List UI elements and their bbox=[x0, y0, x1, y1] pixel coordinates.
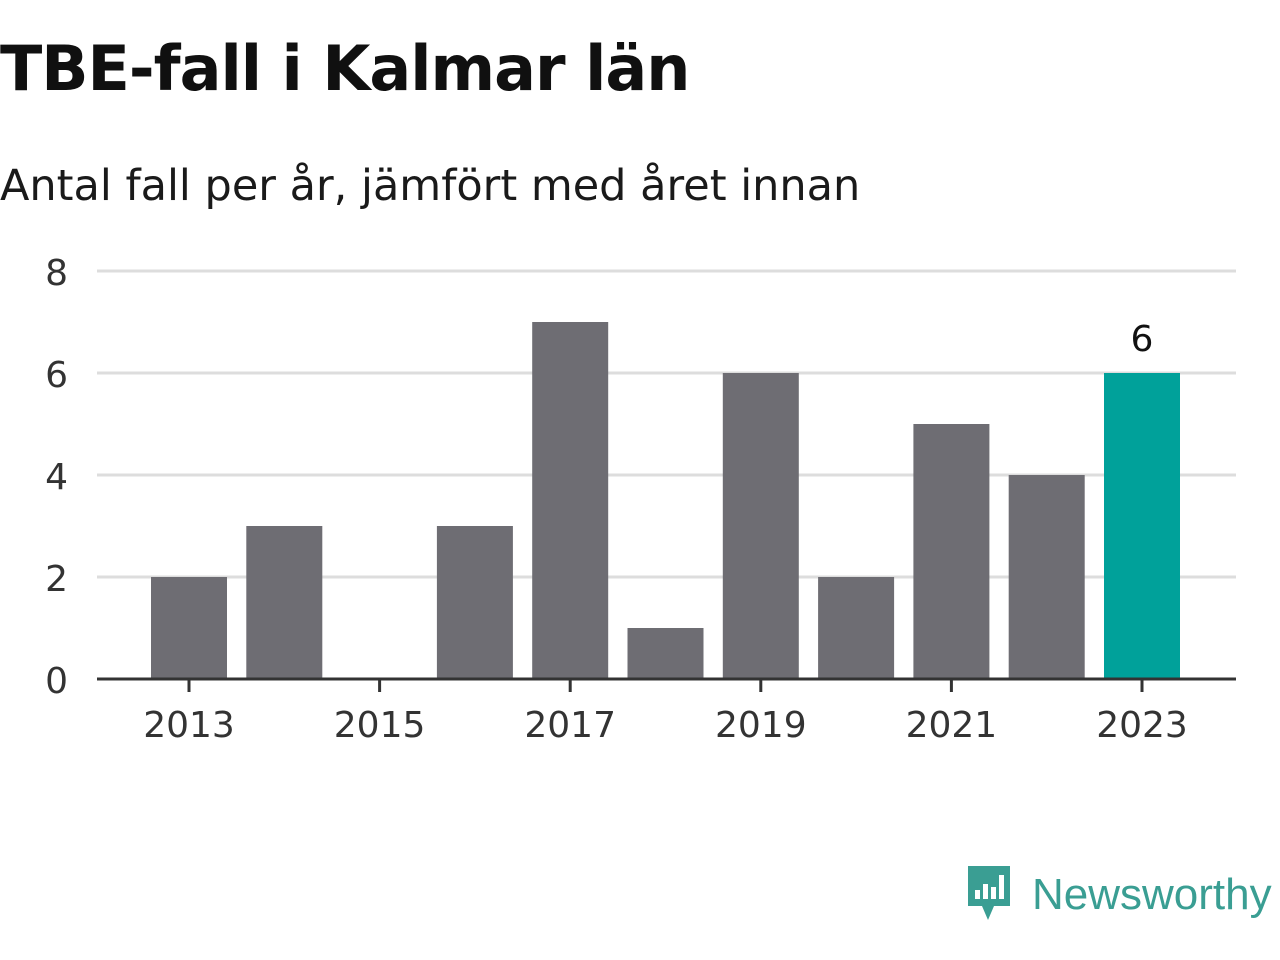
bars bbox=[151, 322, 1180, 679]
y-tick-label: 8 bbox=[45, 253, 68, 294]
x-tick-label: 2015 bbox=[334, 705, 426, 746]
bar-2017 bbox=[532, 322, 609, 679]
y-tick-label: 0 bbox=[45, 661, 68, 702]
newsworthy-logo-icon bbox=[964, 862, 1014, 928]
axes: 0 2 4 6 8 2013 2015 2017 2019 2021 2023 bbox=[45, 253, 1236, 746]
bar-2019 bbox=[722, 373, 799, 679]
x-tick-label: 2021 bbox=[906, 705, 998, 746]
bar-2018 bbox=[627, 628, 704, 679]
bar-2022 bbox=[1008, 475, 1085, 679]
bar-2023 bbox=[1104, 373, 1180, 679]
chart-title: TBE-fall i Kalmar län bbox=[0, 32, 690, 105]
y-tick-label: 4 bbox=[45, 457, 68, 498]
data-label-2023: 6 bbox=[1131, 319, 1154, 360]
bar-2014 bbox=[246, 526, 323, 679]
x-tick-label: 2013 bbox=[143, 705, 235, 746]
y-tick-label: 6 bbox=[45, 355, 68, 396]
bar-2013 bbox=[151, 577, 227, 679]
x-tick-label: 2019 bbox=[715, 705, 807, 746]
x-tick-label: 2017 bbox=[524, 705, 616, 746]
brand-name: Newsworthy bbox=[1032, 870, 1272, 919]
x-tick-label: 2023 bbox=[1096, 705, 1188, 746]
data-labels: 6 bbox=[1131, 319, 1154, 360]
bar-2020 bbox=[818, 577, 895, 679]
brand-logo: Newsworthy bbox=[964, 862, 1272, 928]
chart-subtitle: Antal fall per år, jämfört med året inna… bbox=[0, 161, 861, 211]
y-tick-label: 2 bbox=[45, 559, 68, 600]
bar-2021 bbox=[913, 424, 990, 679]
bar-2016 bbox=[436, 526, 513, 679]
